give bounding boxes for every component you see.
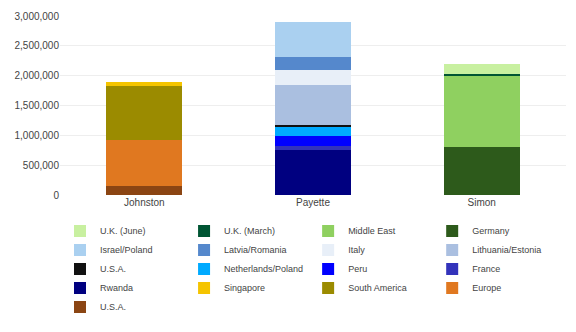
svg-text:Singapore: Singapore [224, 283, 265, 293]
svg-text:2,500,000: 2,500,000 [15, 40, 60, 51]
svg-text:Israel/Poland: Israel/Poland [100, 245, 153, 255]
svg-text:Germany: Germany [472, 226, 510, 236]
svg-text:Italy: Italy [348, 245, 365, 255]
svg-text:3,000,000: 3,000,000 [15, 11, 60, 22]
svg-text:France: France [472, 264, 500, 274]
svg-text:500,000: 500,000 [23, 160, 60, 171]
svg-text:Simon: Simon [467, 197, 495, 208]
svg-text:Middle East: Middle East [348, 226, 396, 236]
svg-text:Johnston: Johnston [124, 197, 165, 208]
svg-text:U.K. (June): U.K. (June) [100, 226, 146, 236]
svg-text:Rwanda: Rwanda [100, 283, 133, 293]
svg-text:1,000,000: 1,000,000 [15, 130, 60, 141]
svg-text:Latvia/Romania: Latvia/Romania [224, 245, 287, 255]
svg-text:U.S.A.: U.S.A. [100, 302, 126, 312]
svg-text:U.S.A.: U.S.A. [100, 264, 126, 274]
svg-text:Lithuania/Estonia: Lithuania/Estonia [472, 245, 541, 255]
svg-text:Peru: Peru [348, 264, 367, 274]
svg-text:0: 0 [53, 190, 59, 201]
svg-text:Netherlands/Poland: Netherlands/Poland [224, 264, 303, 274]
svg-text:Europe: Europe [472, 283, 501, 293]
svg-text:Payette: Payette [296, 197, 330, 208]
svg-text:2,000,000: 2,000,000 [15, 70, 60, 81]
svg-text:1,500,000: 1,500,000 [15, 100, 60, 111]
svg-text:South America: South America [348, 283, 407, 293]
svg-text:U.K. (March): U.K. (March) [224, 226, 275, 236]
